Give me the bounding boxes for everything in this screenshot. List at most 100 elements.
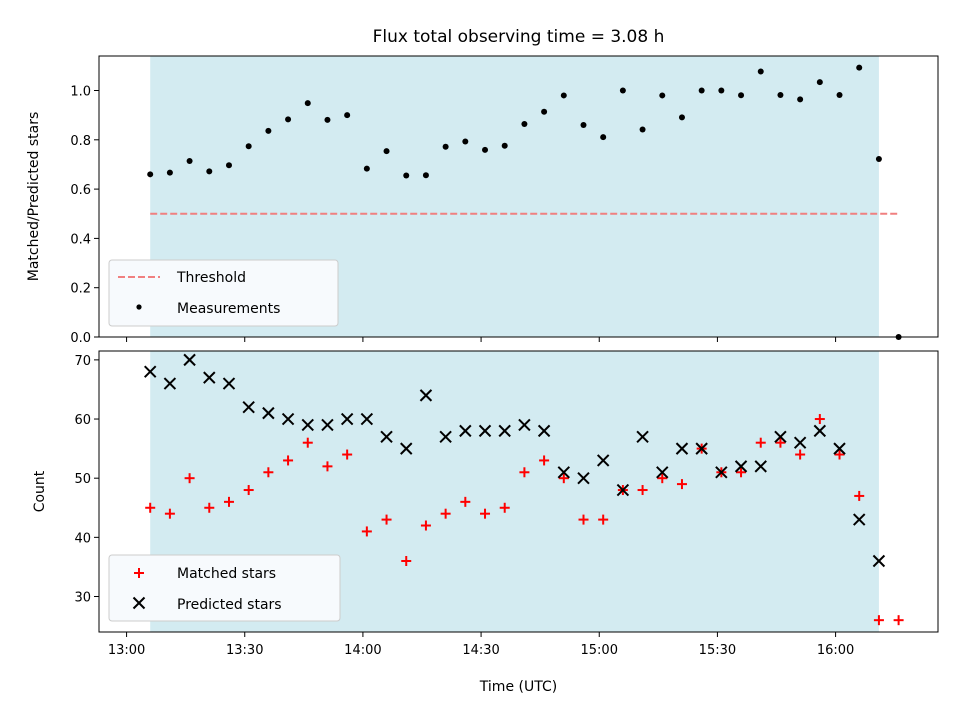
ratio-y-tick-label: 0.6 [70,183,91,198]
matched-star-point [184,473,195,484]
cross-stroke [656,466,669,479]
matched-star-point [263,467,274,478]
predicted-star-point [400,442,413,455]
count-y-axis-label: Count [32,470,48,512]
predicted-star-point [262,406,275,420]
matched-star-point [775,437,786,448]
predicted-star-point [222,377,236,390]
cross-stroke [734,460,748,473]
cross-stroke [754,460,767,473]
time-x-tick-label: 13:00 [108,643,145,658]
measurement-point [383,148,390,155]
measurement-point [403,172,410,179]
matched-stars-legend-swatch [134,568,144,578]
matched-star-point [539,455,550,466]
matched-star-point [145,502,156,513]
predicted-star-point [577,471,590,485]
predicted-star-point [478,424,492,438]
matched-star-point [795,449,806,460]
cross-stroke [143,365,157,378]
matched-star-point [873,615,884,626]
matched-star-point [480,508,491,519]
matched-star-point [401,556,412,567]
cross-stroke [262,406,275,420]
measurement-point [875,156,882,163]
matched-star-point [204,502,215,513]
measurement-point [285,116,292,123]
cross-stroke [439,430,452,443]
cross-stroke [715,466,728,479]
predicted-stars-legend-swatch [132,596,146,610]
measurement-point [619,87,626,94]
measurement-point [836,91,843,98]
measurement-point [560,92,567,99]
matched-star-point [342,449,353,460]
predicted-star-point [675,442,689,455]
measurement-point [639,126,646,133]
matched-stars-points [145,414,904,626]
cross-stroke [478,424,492,438]
measurement-point [738,92,745,99]
matched-star-point [283,455,294,466]
matched-star-point [302,437,313,448]
time-x-tick-label: 15:30 [699,643,736,658]
predicted-star-point [537,424,551,438]
cross-stroke [872,554,886,568]
time-x-tick-label: 13:30 [226,643,263,658]
count-y-tick-label: 70 [74,354,91,369]
measurement-point [600,134,607,141]
predicted-star-point [340,412,354,426]
ratio-panel-frame [98,55,939,338]
measurement-point [166,169,173,176]
predicted-star-point [734,460,748,473]
matched-star-point [381,514,392,525]
cross-stroke [695,442,708,455]
measurements-legend-label: Measurements [177,301,280,317]
time-x-tick-label: 14:00 [344,643,381,658]
cross-stroke [301,418,314,432]
measurement-point [678,114,685,121]
measurement-point [225,162,232,169]
cross-stroke [813,424,827,438]
measurements-legend-swatch [136,304,142,310]
cross-stroke [360,412,374,426]
predicted-star-point [321,418,334,432]
predicted-star-point [301,418,314,432]
measurement-point [304,100,311,107]
count-panel-frame [98,350,939,633]
cross-stroke [340,412,354,426]
predicted-star-point [636,430,649,443]
measurement-point [816,79,823,86]
matched-star-point [755,437,766,448]
predicted-star-point [774,430,787,443]
predicted-star-point [754,460,767,473]
cross-stroke [203,371,216,384]
count-legend: Matched stars Predicted stars [108,554,341,622]
measurement-point [757,68,764,75]
cross-stroke [636,430,649,443]
predicted-star-point [833,442,846,455]
predicted-star-point [281,412,295,426]
measurement-point [777,91,784,98]
predicted-star-point [793,436,807,449]
matched-star-point [420,520,431,531]
count-y-tick-label: 50 [74,472,91,487]
predicted-star-point [360,412,374,426]
predicted-star-point [380,430,393,443]
matched-star-point [834,449,845,460]
cross-stroke [557,466,571,479]
ratio-y-tick-label: 0.8 [70,134,91,149]
cross-stroke [833,442,846,455]
cross-stroke [774,430,787,443]
cross-stroke [419,389,433,402]
ratio-axis-ticks: 0.0 0.2 0.4 0.6 0.8 1.0 [70,85,837,346]
chart-title: Flux total observing time = 3.08 h [373,27,665,47]
matched-star-point [676,479,687,490]
measurement-point [186,158,193,165]
ratio-legend-box [108,259,339,327]
matched-star-point [223,496,234,507]
predicted-star-point [557,466,571,479]
predicted-star-point [872,554,886,568]
predicted-star-point [459,424,472,438]
ratio-y-tick-label: 0.0 [70,331,91,346]
